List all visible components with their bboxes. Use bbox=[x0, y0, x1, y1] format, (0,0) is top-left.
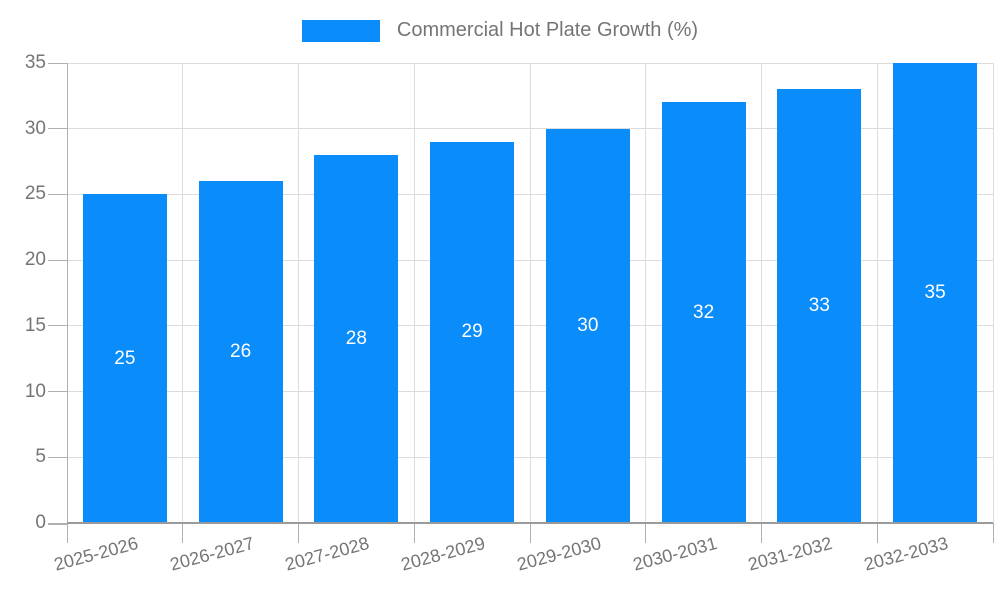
y-axis-label: 5 bbox=[35, 446, 46, 468]
y-axis-tick bbox=[48, 128, 67, 130]
x-axis-tick bbox=[298, 523, 299, 543]
y-axis-tick bbox=[48, 522, 67, 525]
y-axis-label: 35 bbox=[24, 52, 46, 73]
bar-value-label: 32 bbox=[693, 301, 715, 323]
bar bbox=[893, 63, 978, 523]
x-axis-tick bbox=[529, 523, 531, 543]
y-axis-label: 15 bbox=[24, 314, 46, 336]
legend-label: Commercial Hot Plate Growth (%) bbox=[396, 19, 699, 41]
y-axis-tick bbox=[48, 325, 67, 327]
y-axis-label: 10 bbox=[24, 380, 46, 402]
bar bbox=[545, 128, 630, 523]
y-axis-tick bbox=[48, 259, 67, 261]
bar-value-label: 26 bbox=[230, 341, 252, 363]
gridline-vertical bbox=[182, 63, 184, 523]
y-axis-line bbox=[66, 63, 68, 523]
y-axis-tick bbox=[48, 193, 67, 195]
bar-value-label: 30 bbox=[577, 314, 599, 336]
x-axis-tick bbox=[66, 523, 68, 543]
gridline-vertical bbox=[298, 63, 299, 523]
y-axis-label: 30 bbox=[24, 117, 46, 139]
x-axis-tick bbox=[413, 523, 415, 543]
y-axis-label: 25 bbox=[24, 183, 46, 205]
gridline-vertical bbox=[876, 63, 878, 523]
bar bbox=[314, 155, 399, 523]
legend: Commercial Hot Plate Growth (%) bbox=[0, 19, 1000, 42]
bar bbox=[198, 181, 283, 523]
bar bbox=[777, 89, 862, 523]
x-axis-tick bbox=[182, 523, 184, 543]
bar bbox=[82, 194, 167, 523]
gridline-vertical bbox=[645, 63, 647, 523]
x-axis-tick bbox=[992, 523, 994, 543]
bar bbox=[661, 102, 746, 523]
gridline-horizontal bbox=[67, 62, 993, 64]
y-axis-tick bbox=[48, 456, 67, 458]
legend-swatch-icon bbox=[301, 19, 380, 42]
gridline-vertical bbox=[761, 63, 762, 523]
y-axis-tick bbox=[48, 62, 67, 64]
x-axis-tick bbox=[761, 523, 762, 543]
bar-value-label: 35 bbox=[924, 282, 946, 303]
gridline-vertical bbox=[413, 63, 415, 523]
y-axis-tick bbox=[48, 391, 67, 393]
x-axis-tick bbox=[645, 523, 647, 543]
bar-value-label: 33 bbox=[808, 295, 830, 317]
y-axis-label: 20 bbox=[24, 249, 46, 271]
y-axis-label: 0 bbox=[35, 512, 46, 533]
bar-value-label: 28 bbox=[345, 328, 367, 349]
bar-value-label: 25 bbox=[114, 347, 136, 369]
bar-value-label: 29 bbox=[461, 321, 483, 343]
gridline-vertical bbox=[529, 63, 531, 523]
x-axis-tick bbox=[876, 523, 878, 543]
bar bbox=[430, 141, 515, 523]
gridline-vertical bbox=[992, 63, 994, 523]
